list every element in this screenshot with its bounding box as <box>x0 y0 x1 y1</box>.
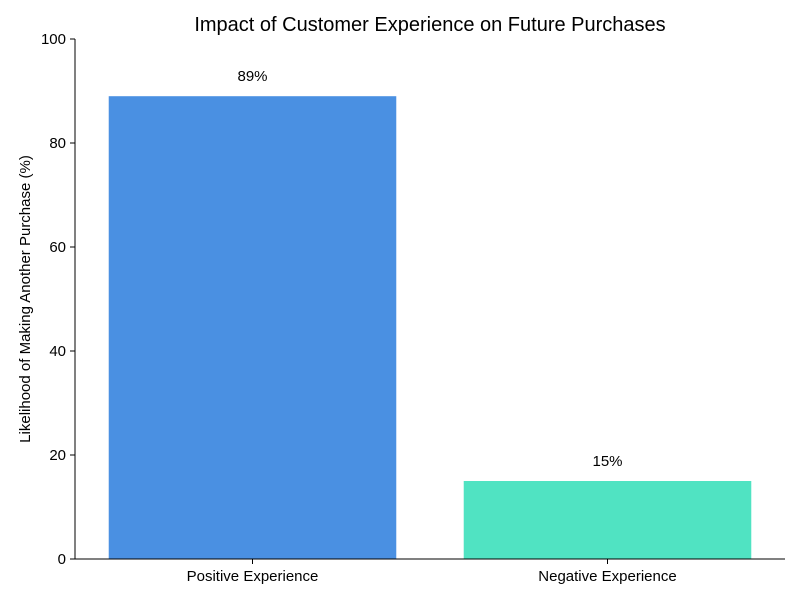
y-tick-label: 20 <box>49 447 66 464</box>
x-ticks-layer: Positive Experience Negative Experience <box>187 559 677 585</box>
y-tick-label: 80 <box>49 135 66 152</box>
x-tick-label: Positive Experience <box>187 568 319 585</box>
bar-value-label: 89% <box>237 68 267 85</box>
bar <box>463 481 752 559</box>
axes-layer <box>74 39 785 560</box>
y-tick-label: 60 <box>49 239 66 256</box>
y-ticks-layer: 0 20 40 60 80 100 <box>41 31 75 568</box>
bar-value-label: 15% <box>592 453 622 470</box>
y-tick-label: 100 <box>41 31 66 48</box>
y-tick-label: 0 <box>58 551 66 568</box>
y-axis-label: Likelihood of Making Another Purchase (%… <box>17 155 34 443</box>
x-tick-label: Negative Experience <box>538 568 676 585</box>
bar <box>108 96 397 559</box>
chart-title: Impact of Customer Experience on Future … <box>194 14 665 36</box>
bars-layer: 89% 15% <box>108 68 752 559</box>
y-tick-label: 40 <box>49 343 66 360</box>
